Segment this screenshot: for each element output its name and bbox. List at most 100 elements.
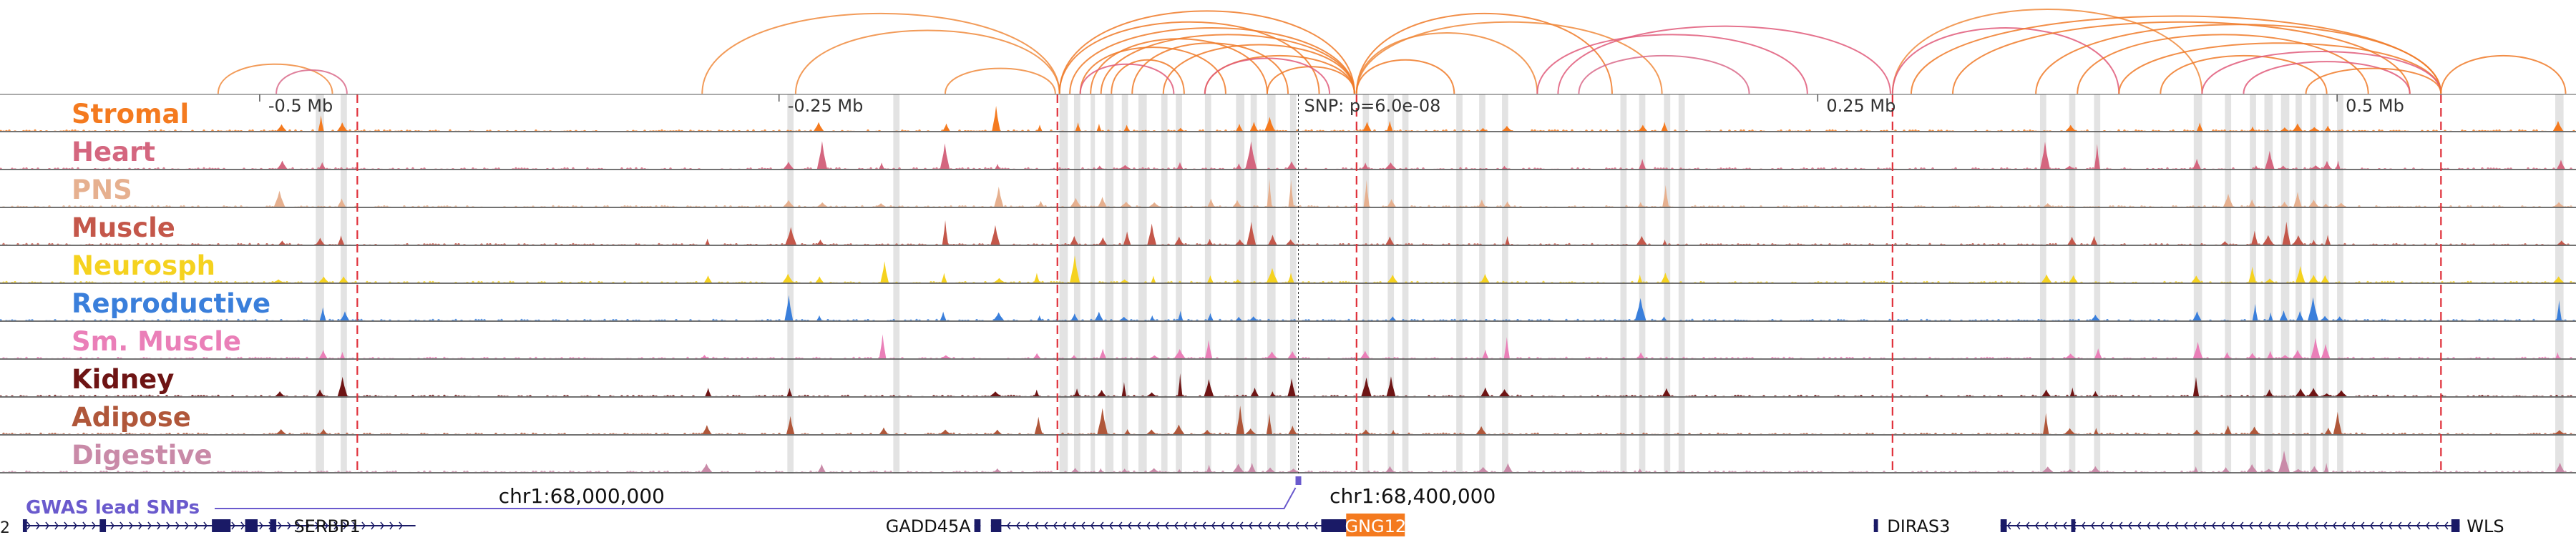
signal-peak	[786, 416, 795, 434]
signal-peak	[1236, 124, 1243, 131]
strand-arrow	[1192, 521, 1197, 530]
gwas-label: GWAS lead SNPs	[26, 497, 200, 519]
signal-peak	[818, 463, 826, 472]
signal-peak	[1482, 349, 1489, 358]
signal-peak	[2092, 391, 2099, 396]
strand-arrow	[2220, 521, 2225, 530]
signal-peak	[1119, 316, 1129, 320]
signal-peak	[994, 186, 1004, 207]
signal-peak	[1268, 235, 1277, 245]
signal-peak	[1094, 311, 1103, 320]
signal-peak	[816, 239, 824, 245]
ruler-label: -0.5 Mb	[268, 96, 333, 116]
signal-peak	[337, 198, 346, 207]
strand-arrow	[2388, 521, 2393, 530]
highlight-region	[1678, 94, 1685, 473]
gene-label: DIRAS3	[1887, 516, 1950, 536]
signal-peak	[2557, 159, 2565, 169]
strand-arrow	[2332, 521, 2337, 530]
strand-arrow	[157, 521, 161, 530]
loop-arc	[1355, 12, 1613, 94]
signal-peak	[876, 203, 887, 207]
signal-peak	[278, 240, 286, 245]
signal-peak	[2311, 240, 2317, 245]
track-noise	[0, 167, 2576, 169]
signal-peak	[1475, 426, 1487, 434]
signal-peak	[2223, 193, 2233, 207]
strand-arrow	[2155, 521, 2160, 530]
signal-peak	[1499, 389, 1511, 396]
signal-peak	[1149, 355, 1160, 358]
signal-peak	[1636, 235, 1647, 245]
strand-arrow	[1201, 521, 1206, 530]
strand-arrow	[2397, 521, 2402, 530]
signal-peak	[1269, 391, 1275, 396]
loop-arc	[275, 69, 348, 94]
signal-peak	[2336, 390, 2347, 396]
loop-arc	[2305, 67, 2442, 94]
highlight-region	[1387, 94, 1395, 473]
signal-peak	[2292, 468, 2304, 472]
loop-arc	[2118, 42, 2442, 94]
gene-label: GNG12	[1345, 516, 1406, 536]
highlight-regions	[316, 94, 2564, 473]
signal-peak	[1387, 199, 1396, 207]
loop-arc	[1355, 21, 1663, 94]
strand-arrow	[1267, 521, 1272, 530]
signal-peak	[1361, 377, 1372, 396]
signal-peak	[1637, 468, 1643, 472]
signal-peak	[1249, 316, 1258, 320]
highlight-region	[1267, 94, 1276, 473]
gene-exon	[270, 519, 277, 532]
gene-exon	[974, 519, 981, 532]
strand-arrow	[147, 521, 152, 530]
signal-peak	[1362, 122, 1372, 131]
signal-peak	[2311, 165, 2321, 169]
highlight-region	[1059, 94, 1068, 473]
strand-arrow	[1136, 521, 1141, 530]
signal-peak	[2308, 388, 2319, 396]
signal-peak	[2040, 142, 2050, 169]
signal-peak	[2293, 123, 2303, 131]
strand-arrow	[2416, 521, 2421, 530]
signal-peak	[993, 468, 1002, 472]
strand-arrow	[2379, 521, 2384, 530]
signal-peak	[2325, 235, 2331, 245]
signal-peak	[1363, 180, 1370, 207]
signal-peak	[2067, 236, 2077, 245]
signal-peak	[1245, 428, 1256, 434]
signal-peak	[1234, 279, 1241, 283]
signal-peak	[1034, 416, 1043, 434]
signal-peak	[1151, 275, 1156, 283]
signal-peak	[2090, 315, 2100, 320]
signal-peak	[1097, 408, 1108, 434]
signal-peak	[703, 275, 713, 283]
track-pns	[0, 179, 2576, 208]
gene-exon	[2071, 519, 2076, 532]
signal-peak	[2220, 241, 2229, 245]
signal-peak	[1286, 239, 1296, 245]
signal-peak	[1177, 373, 1183, 396]
strand-arrow	[2369, 521, 2374, 530]
loop-arc	[2077, 34, 2369, 94]
signal-peak	[1033, 273, 1040, 283]
signal-peak	[2295, 388, 2306, 396]
highlight-region	[1664, 94, 1671, 473]
signal-peak	[2066, 468, 2074, 472]
loop-arc	[794, 29, 1060, 94]
signal-peak	[2263, 235, 2274, 245]
signal-peak	[880, 261, 889, 283]
signal-peak	[1098, 197, 1107, 207]
signal-peak	[705, 238, 710, 245]
signal-peak	[1287, 468, 1299, 472]
strand-arrow	[389, 521, 394, 530]
signal-peak	[2069, 275, 2078, 283]
signal-peak	[337, 122, 348, 131]
strand-arrow	[2444, 521, 2449, 530]
strand-arrow	[2360, 521, 2365, 530]
signal-peak	[1121, 468, 1128, 472]
highlight-region	[1639, 94, 1646, 473]
signal-peak	[340, 311, 350, 320]
strand-arrow	[240, 521, 245, 530]
strand-arrow	[64, 521, 68, 530]
